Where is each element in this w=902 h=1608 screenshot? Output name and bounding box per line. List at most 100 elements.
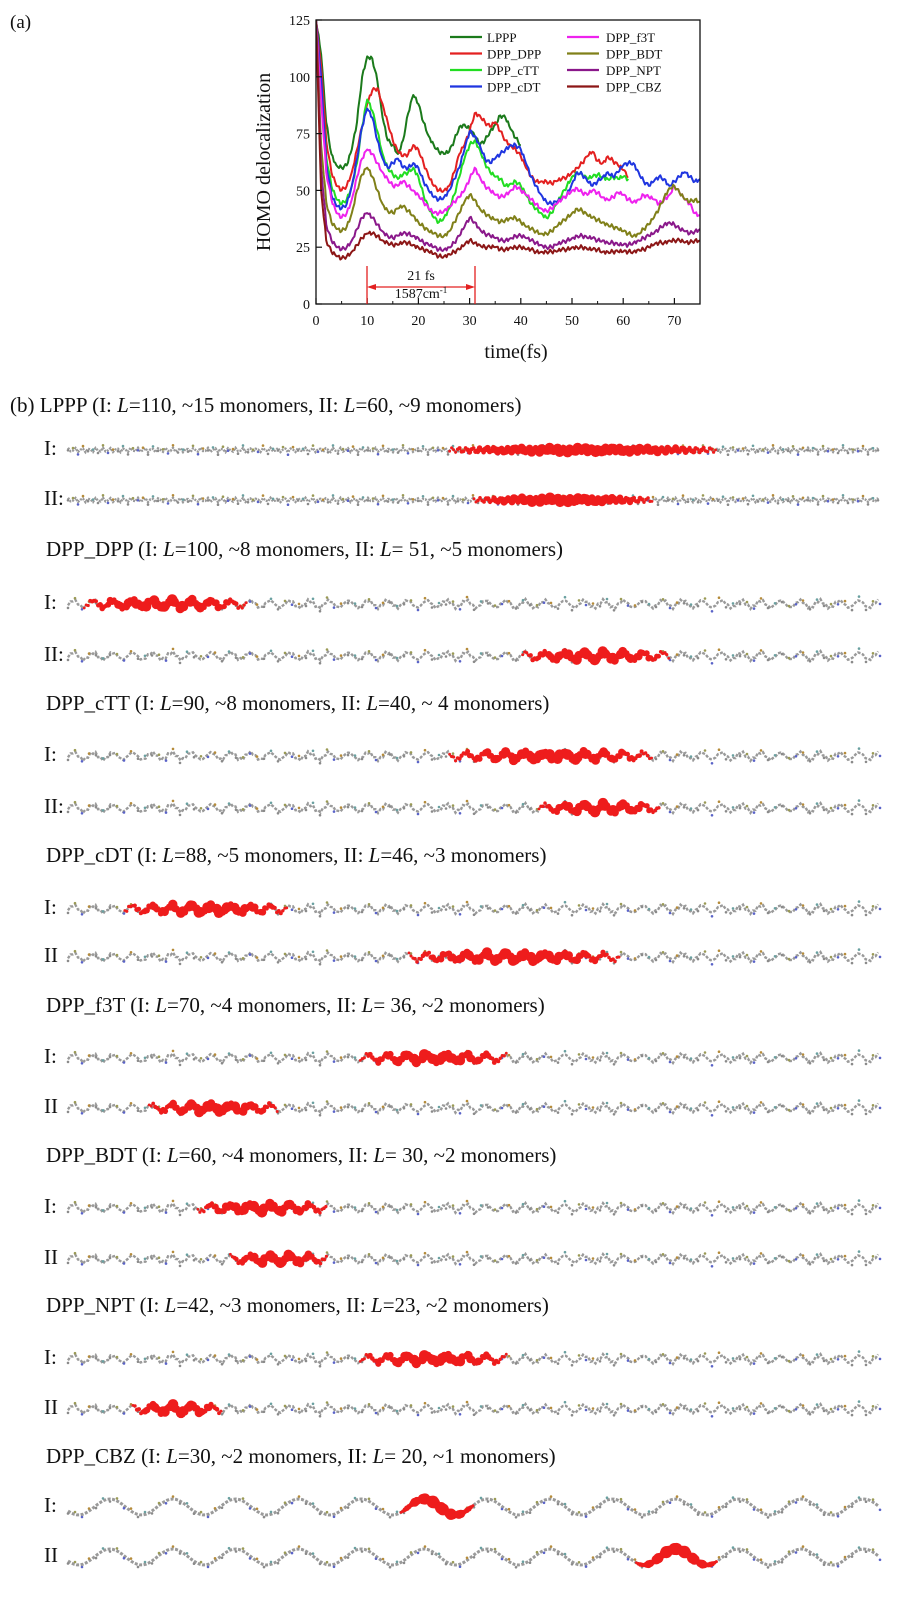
series-line-lppp — [316, 20, 521, 171]
chain-atom — [297, 806, 301, 810]
chain-atom — [605, 1546, 609, 1549]
chain-atom — [710, 1214, 714, 1217]
chain-atom — [752, 1412, 756, 1415]
chain-atom — [745, 1054, 749, 1058]
chain-atom — [409, 651, 413, 654]
chain-atom — [283, 952, 287, 956]
chain-atom — [752, 811, 756, 814]
chain-atom — [220, 659, 224, 663]
chain-atom — [318, 1562, 322, 1566]
chain-atom — [108, 1055, 112, 1059]
chain-atom — [381, 1105, 385, 1109]
chain-atom — [605, 902, 609, 906]
chain-atom — [164, 1552, 168, 1555]
chain-atom — [521, 1403, 525, 1407]
chain-atom — [325, 901, 329, 904]
chain-atom — [161, 448, 165, 451]
chain-atom — [164, 1502, 168, 1505]
chain-atom — [416, 499, 420, 503]
chain-atom — [446, 453, 450, 456]
chain-atom — [514, 811, 518, 814]
chain-atom — [256, 500, 260, 504]
chain-atom — [661, 1500, 665, 1504]
chain-atom — [234, 957, 238, 960]
chain-atom — [290, 956, 294, 959]
chain-atom — [122, 1111, 126, 1114]
chain-atom — [185, 750, 189, 753]
chain-atom — [668, 1411, 672, 1415]
chain-atom — [577, 1561, 581, 1564]
chain-atom — [283, 1551, 287, 1554]
chain-atom — [185, 1202, 189, 1205]
chain-atom — [325, 1510, 329, 1514]
chain-atom — [444, 603, 448, 606]
chain-atom — [822, 756, 826, 760]
chain-atom — [66, 606, 70, 610]
chain-atom — [437, 653, 441, 657]
chain-atom — [157, 1501, 161, 1505]
chain-atom — [262, 657, 266, 660]
chain-atom — [388, 1256, 392, 1259]
chain-atom — [150, 1562, 154, 1565]
chain-atom — [171, 1545, 175, 1548]
homo-density-blob — [498, 1056, 502, 1060]
chain-atom — [815, 750, 819, 753]
chain-atom — [395, 1208, 399, 1212]
row-label: I: — [44, 436, 57, 460]
chain-atom — [507, 651, 511, 655]
chain-atom — [381, 954, 385, 958]
chain-atom — [856, 499, 860, 503]
chain-atom — [66, 658, 70, 662]
chain-atom — [290, 1501, 294, 1505]
dpp-ctt-heading: DPP_cTT (I: L=90, ~8 monomers, II: L=40,… — [46, 691, 550, 715]
chain-atom — [703, 1352, 707, 1355]
chain-atom — [192, 1512, 196, 1515]
chain-atom — [402, 1206, 406, 1210]
chain-atom — [780, 1255, 784, 1259]
chain-atom — [325, 949, 329, 952]
chain-atom — [815, 1553, 819, 1556]
chain-atom — [206, 755, 210, 759]
chain-atom — [878, 1357, 882, 1361]
chain-atom — [304, 1552, 308, 1555]
chain-atom — [836, 655, 840, 658]
chain-atom — [269, 1560, 273, 1564]
chain-atom — [724, 1261, 728, 1264]
chain-atom — [829, 754, 833, 758]
chain-atom — [458, 1212, 462, 1215]
chain-atom — [864, 812, 868, 816]
chain-atom — [116, 499, 120, 503]
chain-atom — [178, 1213, 182, 1217]
chain-atom — [437, 1205, 441, 1209]
chain-atom — [131, 446, 135, 450]
chain-atom — [122, 1061, 126, 1064]
chain-atom — [605, 1201, 609, 1205]
chain-atom — [479, 1204, 483, 1207]
chain-atom — [703, 801, 707, 804]
chain-atom — [556, 912, 560, 915]
chain-atom — [577, 904, 581, 907]
chain-atom — [759, 1101, 763, 1104]
chain-atom — [402, 1106, 406, 1110]
chain-atom — [266, 452, 270, 456]
chain-atom — [108, 954, 112, 958]
chain-atom — [871, 953, 875, 956]
chain-atom — [430, 606, 434, 609]
chain-atom — [528, 1561, 532, 1564]
homo-density-blob — [543, 801, 547, 805]
chain-atom — [213, 1254, 217, 1257]
chain-atom — [246, 500, 250, 504]
chain-atom — [157, 753, 161, 756]
chain-atom — [186, 450, 190, 453]
chain-atom — [126, 503, 130, 506]
chain-atom — [668, 1110, 672, 1114]
chain-atom — [199, 1560, 203, 1564]
chain-atom — [192, 755, 196, 759]
homo-density-blob — [151, 1101, 155, 1106]
x-tick-label: 10 — [360, 314, 374, 329]
chain-atom — [115, 804, 119, 808]
chain-atom — [857, 1546, 861, 1549]
chain-atom — [283, 1053, 287, 1057]
chain-atom — [689, 603, 693, 606]
chain-atom — [759, 1252, 763, 1255]
